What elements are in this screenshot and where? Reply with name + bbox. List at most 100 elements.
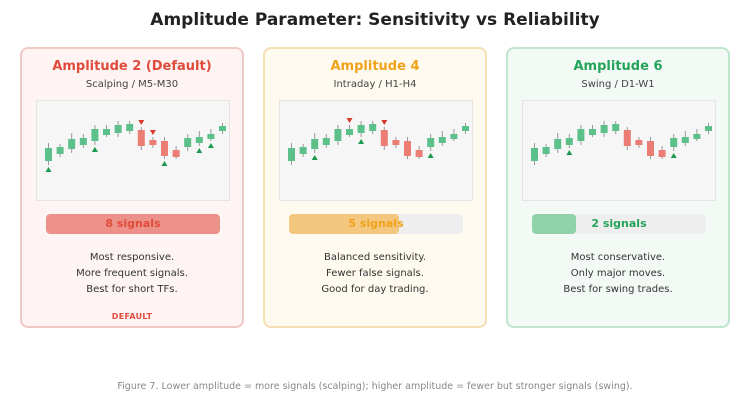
candle-bearish (415, 150, 423, 157)
signal-bar-fill (46, 214, 220, 234)
desc-line: Best for swing trades. (563, 284, 673, 295)
candle-bullish (369, 124, 377, 131)
card-amplitude-6: Amplitude 6 Swing / D1-W1 2 signals Most… (506, 47, 730, 328)
buy-signal-arrow (207, 143, 214, 148)
desc-line: Balanced sensitivity. (323, 252, 427, 263)
candle-bullish (322, 138, 330, 145)
card-description: Most responsive. More frequent signals. … (22, 250, 242, 298)
candle-bullish (207, 134, 215, 139)
signal-bar-fill (289, 214, 399, 234)
candle-bearish (635, 140, 643, 145)
desc-line: Good for day trading. (321, 284, 429, 295)
candle-bullish (299, 147, 307, 154)
card-heading: Amplitude 6 (573, 59, 663, 74)
candle-bullish (219, 126, 226, 131)
candle-bearish (623, 130, 631, 146)
desc-line: More frequent signals. (76, 268, 188, 279)
candlestick-chart (279, 100, 473, 201)
sell-signal-arrow (381, 120, 388, 125)
buy-signal-arrow (311, 155, 318, 160)
candle-bullish (438, 137, 446, 143)
candle-bullish (56, 147, 64, 154)
candle-bearish (149, 140, 157, 145)
buy-signal-arrow (161, 161, 168, 166)
buy-signal-arrow (566, 150, 573, 155)
signal-count-label: 2 signals (591, 217, 647, 230)
candle-bullish (184, 138, 192, 147)
candlestick-chart (36, 100, 230, 201)
candle-bullish (195, 137, 203, 143)
card-amplitude-4: Amplitude 4 Intraday / H1-H4 5 signals B… (263, 47, 487, 328)
signal-bar: 8 signals (46, 214, 220, 234)
candle-bearish (161, 141, 168, 156)
signal-bar: 5 signals (289, 214, 463, 234)
candle-bullish (311, 139, 319, 149)
candle-bullish (612, 124, 620, 131)
candle-bearish (380, 130, 388, 146)
card-heading: Amplitude 2 (Default) (52, 59, 212, 74)
candle-bullish (103, 129, 110, 135)
candle-bullish (79, 138, 87, 145)
candle-bullish (346, 129, 353, 135)
desc-line: Fewer false signals. (326, 268, 424, 279)
candlestick-svg (531, 121, 712, 165)
signal-count-label: 8 signals (105, 217, 161, 230)
candle-bullish (91, 129, 99, 141)
sell-signal-arrow (149, 130, 156, 135)
card-amplitude-2: Amplitude 2 (Default) Scalping / M5-M30 … (20, 47, 244, 328)
candle-bullish (462, 126, 469, 131)
figure-caption: Figure 7. Lower amplitude = more signals… (117, 381, 633, 392)
candle-bullish (45, 148, 52, 161)
signal-bar: 2 signals (532, 214, 706, 234)
candle-bullish (565, 138, 573, 145)
buy-signal-arrow (196, 148, 203, 153)
candle-bullish (531, 148, 538, 161)
candle-bullish (681, 137, 689, 143)
candle-bullish (600, 125, 608, 133)
signal-bar-fill (532, 214, 576, 234)
desc-line: Most responsive. (89, 252, 175, 263)
card-description: Most conservative. Only major moves. Bes… (508, 250, 728, 298)
candle-bullish (126, 124, 134, 131)
buy-signal-arrow (670, 153, 677, 158)
candle-bullish (288, 148, 295, 161)
candle-bearish (658, 150, 666, 157)
card-heading: Amplitude 4 (330, 59, 420, 74)
desc-line: Most conservative. (570, 252, 666, 263)
candle-bullish (450, 134, 458, 139)
candle-bearish (172, 150, 180, 157)
candle-bullish (357, 125, 365, 133)
card-subtitle: Intraday / H1-H4 (333, 79, 417, 90)
buy-signal-arrow (358, 139, 365, 144)
candle-bullish (589, 129, 596, 135)
candle-bullish (577, 129, 585, 141)
buy-signal-arrow (91, 147, 98, 152)
candle-bullish (542, 147, 550, 154)
candle-bullish (670, 138, 678, 147)
candle-bullish (68, 139, 76, 149)
desc-line: Best for short TFs. (86, 284, 178, 295)
buy-signal-arrow (427, 153, 434, 158)
candlestick-chart (522, 100, 716, 201)
default-badge: DEFAULT (111, 312, 153, 321)
sell-signal-arrow (346, 118, 353, 123)
desc-line: Only major moves. (570, 268, 666, 279)
candlestick-svg (45, 120, 226, 172)
candle-bullish (114, 125, 122, 133)
candle-bullish (427, 138, 435, 147)
candle-bearish (647, 141, 654, 156)
candle-bearish (404, 141, 411, 156)
card-subtitle: Swing / D1-W1 (581, 79, 655, 90)
buy-signal-arrow (45, 167, 52, 172)
candle-bullish (554, 139, 562, 149)
card-description: Balanced sensitivity. Fewer false signal… (265, 250, 485, 298)
candle-bullish (705, 126, 712, 131)
candle-bearish (392, 140, 400, 145)
candlestick-svg (288, 118, 469, 165)
sell-signal-arrow (138, 120, 145, 125)
candle-bullish (334, 129, 342, 141)
signal-count-label: 5 signals (348, 217, 404, 230)
candle-bearish (137, 130, 145, 146)
card-subtitle: Scalping / M5-M30 (85, 79, 179, 90)
candle-bullish (693, 134, 701, 139)
